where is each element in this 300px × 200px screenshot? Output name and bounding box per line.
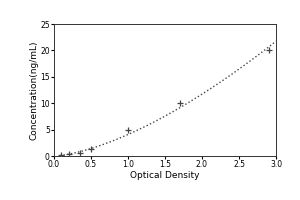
Y-axis label: Concentration(ng/mL): Concentration(ng/mL)	[30, 40, 39, 140]
X-axis label: Optical Density: Optical Density	[130, 171, 200, 180]
